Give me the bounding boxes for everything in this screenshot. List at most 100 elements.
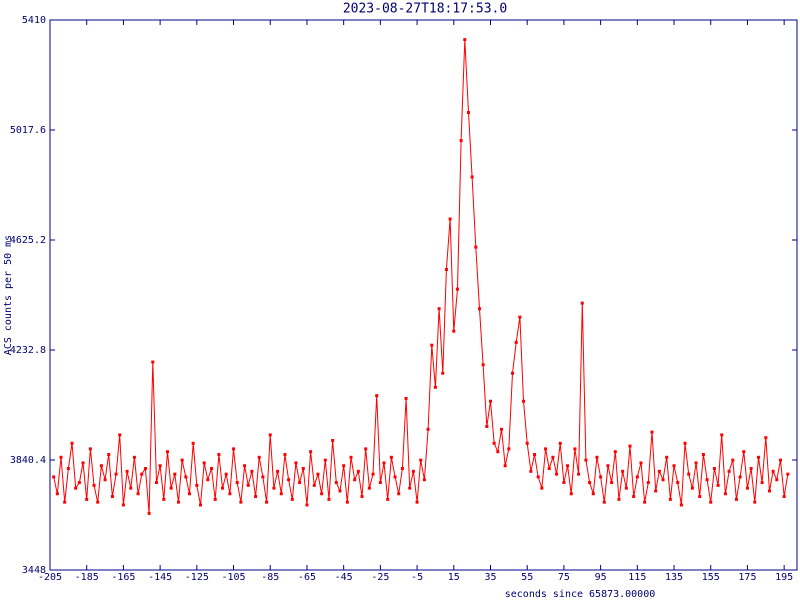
- x-tick-label: 95: [595, 572, 607, 583]
- data-point: [672, 464, 676, 468]
- data-point: [617, 497, 621, 501]
- data-point: [775, 478, 779, 482]
- data-point: [85, 497, 89, 501]
- data-point: [323, 458, 327, 462]
- data-point: [584, 458, 588, 462]
- data-point: [103, 478, 107, 482]
- data-point: [437, 307, 441, 311]
- data-point: [459, 139, 463, 143]
- data-point: [382, 461, 386, 465]
- data-point: [422, 478, 426, 482]
- data-point: [411, 469, 415, 473]
- data-point: [485, 424, 489, 428]
- x-tick-label: 15: [448, 572, 460, 583]
- data-point: [290, 497, 294, 501]
- data-point: [477, 307, 481, 311]
- data-point: [555, 472, 559, 476]
- data-point: [716, 483, 720, 487]
- data-point: [287, 478, 291, 482]
- data-point: [566, 464, 570, 468]
- data-point: [283, 453, 287, 457]
- data-point: [140, 472, 144, 476]
- data-point: [488, 399, 492, 403]
- data-point: [114, 472, 118, 476]
- data-point: [544, 447, 548, 451]
- data-point: [353, 478, 357, 482]
- data-point: [199, 503, 203, 507]
- data-point: [690, 486, 694, 490]
- x-axis-label: seconds since 65873.00000: [505, 589, 656, 600]
- y-tick-label: 3840.4: [10, 455, 46, 466]
- data-point: [121, 503, 125, 507]
- data-point: [624, 486, 628, 490]
- data-point: [470, 175, 474, 179]
- data-point: [756, 455, 760, 459]
- data-point: [771, 469, 775, 473]
- data-point: [474, 245, 478, 249]
- data-point: [400, 467, 404, 471]
- data-point: [96, 500, 100, 504]
- data-point: [77, 481, 81, 485]
- data-point: [301, 467, 305, 471]
- data-point: [254, 495, 258, 499]
- data-point: [298, 481, 302, 485]
- data-point: [224, 472, 228, 476]
- data-point: [378, 481, 382, 485]
- data-point: [305, 503, 309, 507]
- data-point: [239, 500, 243, 504]
- data-point: [500, 427, 504, 431]
- plot-frame: [49, 19, 798, 571]
- data-point: [169, 486, 173, 490]
- data-point: [466, 111, 470, 115]
- data-point: [606, 464, 610, 468]
- data-point: [632, 495, 636, 499]
- data-point: [364, 447, 368, 451]
- data-point: [514, 340, 518, 344]
- data-point: [448, 217, 452, 221]
- x-tick-label: -5: [411, 572, 423, 583]
- data-point: [731, 458, 735, 462]
- data-point: [665, 455, 669, 459]
- x-tick-label: -25: [371, 572, 389, 583]
- data-point: [235, 481, 239, 485]
- x-tick-label: -65: [298, 572, 316, 583]
- y-tick-label: 3448: [22, 565, 46, 576]
- data-point: [573, 447, 577, 451]
- data-point: [602, 500, 606, 504]
- data-point: [661, 478, 665, 482]
- data-point: [455, 287, 459, 291]
- data-point: [639, 461, 643, 465]
- data-point: [745, 486, 749, 490]
- data-point: [334, 481, 338, 485]
- data-point: [687, 472, 691, 476]
- x-tick-label: -185: [75, 572, 99, 583]
- data-point: [694, 461, 698, 465]
- data-point: [679, 503, 683, 507]
- data-point: [595, 455, 599, 459]
- data-point: [371, 472, 375, 476]
- data-point: [162, 497, 166, 501]
- data-point: [129, 486, 133, 490]
- data-point: [349, 455, 353, 459]
- data-point: [525, 441, 529, 445]
- data-point: [657, 469, 661, 473]
- x-tick-label: 115: [628, 572, 646, 583]
- data-point: [760, 481, 764, 485]
- data-point: [628, 444, 632, 448]
- data-point: [143, 467, 147, 471]
- data-point: [228, 492, 232, 496]
- data-point: [176, 500, 180, 504]
- data-point: [81, 461, 85, 465]
- y-tick-label: 4232.8: [10, 345, 46, 356]
- data-point: [452, 329, 456, 333]
- data-point: [492, 441, 496, 445]
- data-point: [588, 481, 592, 485]
- data-point: [393, 475, 397, 479]
- data-point: [187, 492, 191, 496]
- data-point: [147, 511, 151, 515]
- data-point: [213, 497, 217, 501]
- data-point: [419, 458, 423, 462]
- data-point: [734, 497, 738, 501]
